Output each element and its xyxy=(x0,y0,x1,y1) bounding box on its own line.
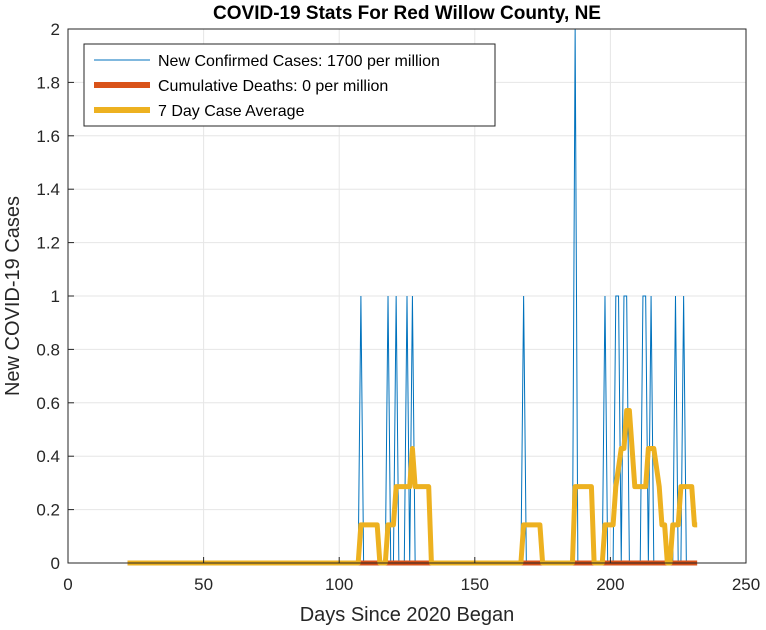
y-tick-label: 0.6 xyxy=(36,394,60,413)
y-axis-label: New COVID-19 Cases xyxy=(2,196,24,396)
legend: New Confirmed Cases: 1700 per million Cu… xyxy=(83,43,496,127)
y-tick-label: 1.8 xyxy=(36,73,60,92)
y-tick-label: 0 xyxy=(51,554,60,573)
y-tick-label: 2 xyxy=(51,20,60,39)
y-tick-label: 1.4 xyxy=(36,180,60,199)
legend-box xyxy=(83,43,496,127)
legend-label-new-cases: New Confirmed Cases: 1700 per million xyxy=(158,53,440,70)
y-tick-label: 0.2 xyxy=(36,501,60,520)
y-tick-label: 1 xyxy=(51,287,60,306)
x-tick-label: 0 xyxy=(63,575,72,594)
legend-label-7day-average: 7 Day Case Average xyxy=(158,103,305,120)
legend-label-deaths: Cumulative Deaths: 0 per million xyxy=(158,78,388,95)
y-tick-label: 0.4 xyxy=(36,447,60,466)
y-tick-label: 1.6 xyxy=(36,127,60,146)
axis-ticks: 0 50 100 150 200 250 0 0.2 0.4 0.6 0.8 1 1.2 1.4 1.6 1.… xyxy=(36,20,760,594)
x-tick-label: 150 xyxy=(461,575,489,594)
x-tick-label: 100 xyxy=(325,575,353,594)
x-axis-label: Days Since 2020 Began xyxy=(300,604,515,626)
y-tick-label: 0.8 xyxy=(36,340,60,359)
y-tick-label: 1.2 xyxy=(36,234,60,253)
x-tick-label: 50 xyxy=(194,575,213,594)
x-tick-label: 200 xyxy=(596,575,624,594)
chart-title: COVID-19 Stats For Red Willow County, NE xyxy=(213,3,601,24)
x-tick-label: 250 xyxy=(732,575,760,594)
